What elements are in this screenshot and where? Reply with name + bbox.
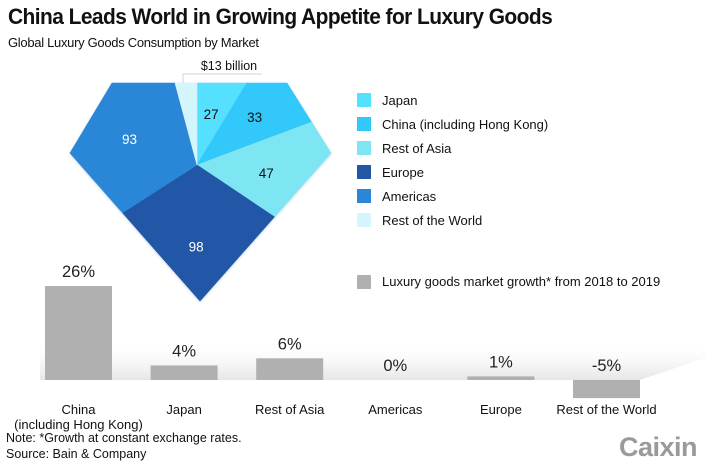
pie-label-europe: 98 bbox=[189, 239, 204, 254]
chart-subtitle: Global Luxury Goods Consumption by Marke… bbox=[8, 35, 259, 50]
legend-label: Americas bbox=[382, 188, 437, 204]
bar-category-label-americas: Americas bbox=[368, 402, 423, 417]
bar-value-labels: 26% 4% 6% 0% 1% -5% bbox=[62, 263, 622, 375]
bar-value-label-rest-of-asia: 6% bbox=[278, 335, 302, 353]
legend-label: Rest of Asia bbox=[382, 140, 452, 156]
bar-category-label-rest-of-asia: Rest of Asia bbox=[255, 402, 325, 417]
callout-label: $13 billion bbox=[201, 59, 257, 73]
legend-item-rest-of-the-world: Rest of the World bbox=[357, 208, 548, 232]
bar-europe bbox=[467, 376, 535, 380]
bar-value-label-europe: 1% bbox=[489, 353, 513, 371]
legend-item-china-including-hong-kong: China (including Hong Kong) bbox=[357, 112, 548, 136]
bar-value-label-rest-of-the-world: -5% bbox=[592, 357, 622, 375]
footnote-source: Source: Bain & Company bbox=[6, 447, 147, 461]
bar-legend: Luxury goods market growth* from 2018 to… bbox=[357, 274, 660, 289]
pie-legend: Japan China (including Hong Kong) Rest of … bbox=[357, 88, 548, 232]
gem-pie bbox=[69, 82, 332, 302]
bar-value-label-china: 26% bbox=[62, 263, 95, 281]
bar-china bbox=[45, 286, 112, 380]
legend-swatch bbox=[357, 213, 371, 227]
legend-label: Europe bbox=[382, 164, 424, 180]
bar-category-label-china: (including Hong Kong) bbox=[14, 417, 143, 432]
bar-value-label-americas: 0% bbox=[383, 357, 407, 375]
legend-item-japan: Japan bbox=[357, 88, 548, 112]
bar-rest-of-the-world bbox=[573, 380, 640, 399]
pie-label-china-including-hong-kong: 33 bbox=[247, 110, 262, 125]
callout: $13 billion bbox=[182, 59, 262, 83]
pie-slice-rest-of-the-world bbox=[174, 82, 198, 166]
gem-pie-labels: 27 33 47 98 93 bbox=[122, 107, 274, 254]
bar-value-label-japan: 4% bbox=[172, 343, 196, 361]
legend-swatch bbox=[357, 93, 371, 107]
footnote-note: Note: *Growth at constant exchange rates… bbox=[6, 431, 242, 445]
bar-legend-label: Luxury goods market growth* from 2018 to… bbox=[382, 274, 661, 289]
bar-category-label-japan: Japan bbox=[166, 402, 201, 417]
bar-japan bbox=[150, 365, 218, 380]
legend-swatch bbox=[357, 165, 371, 179]
legend-item-americas: Americas bbox=[357, 184, 548, 208]
legend-swatch bbox=[357, 141, 371, 155]
bar-category-label-europe: Europe bbox=[480, 402, 522, 417]
pie-label-japan: 27 bbox=[204, 107, 219, 122]
bar-category-labels: China(including Hong Kong) Japan Rest of A… bbox=[14, 402, 656, 432]
pie-label-americas: 93 bbox=[122, 132, 137, 147]
bar-legend-swatch bbox=[357, 274, 371, 289]
bar-rest-of-asia bbox=[256, 358, 324, 380]
pie-label-rest-of-asia: 47 bbox=[259, 166, 274, 181]
bar-category-label-rest-of-the-world: Rest of the World bbox=[556, 402, 656, 417]
legend-swatch bbox=[357, 189, 371, 203]
legend-label: China (including Hong Kong) bbox=[382, 116, 549, 132]
bar-series bbox=[45, 286, 640, 399]
legend-item-rest-of-asia: Rest of Asia bbox=[357, 136, 548, 160]
bar-category-label-china: China bbox=[62, 402, 97, 417]
callout-bracket bbox=[182, 73, 262, 83]
caixin-logo: Caixin bbox=[618, 432, 698, 462]
legend-label: Japan bbox=[382, 92, 418, 108]
legend-swatch bbox=[357, 117, 371, 131]
chart-title: China Leads World in Growing Appetite fo… bbox=[8, 4, 553, 29]
legend-label: Rest of the World bbox=[382, 212, 483, 228]
legend-item-europe: Europe bbox=[357, 160, 548, 184]
